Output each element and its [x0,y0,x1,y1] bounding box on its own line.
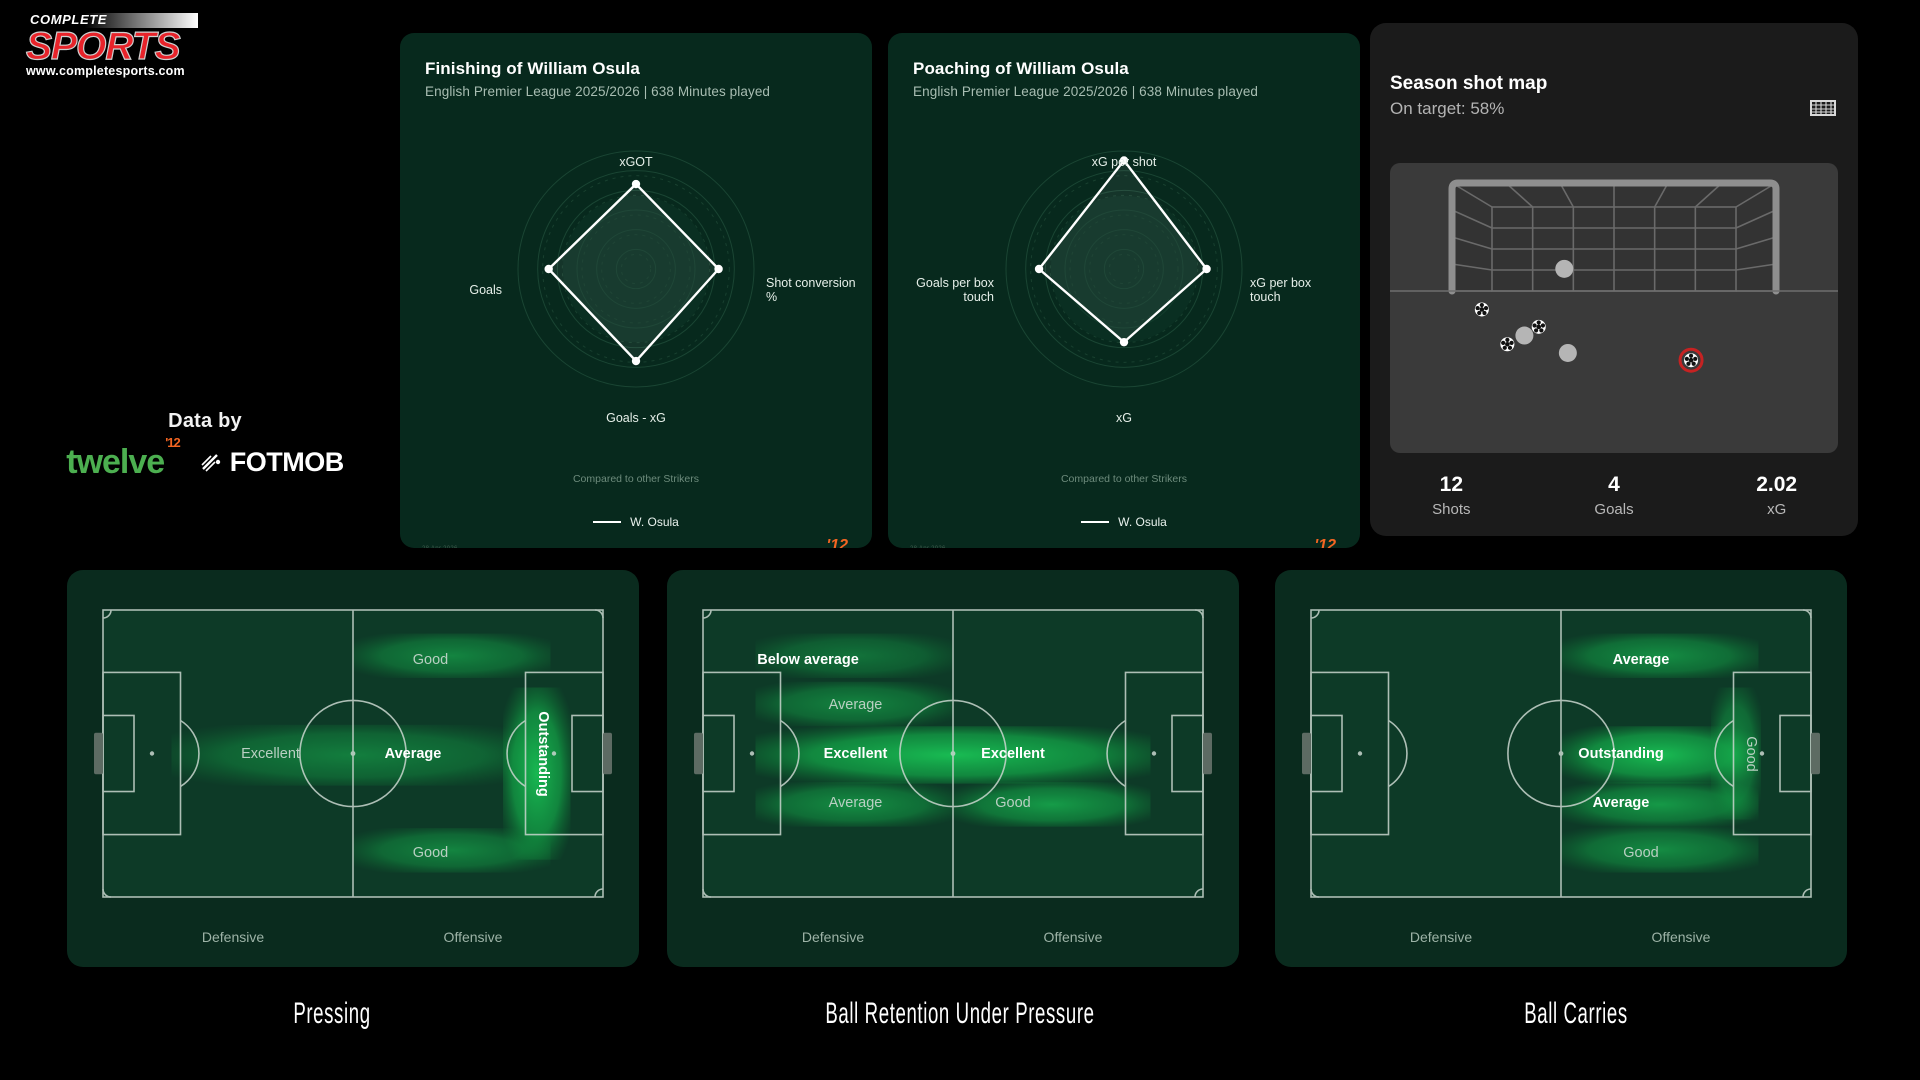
legend-player-name: W. Osula [630,515,679,529]
pitch-zone-label: Average [828,794,883,811]
shot-map-stats: 12 Shots 4 Goals 2.02 xG [1370,473,1858,518]
shot-marker [1531,319,1546,334]
pitch-zone-label: Good [1623,844,1659,861]
season-shot-map-card: Season shot map On target: 58% 12 Shots … [1370,23,1858,536]
complete-sports-logo: COMPLETE SPORTS www.completesports.com [25,12,226,82]
radar-axis-label-top: xGOT [619,155,653,169]
twelve-superscript: '12 [165,434,181,450]
data-attribution: Data by twelve'12 FOTMOB [66,410,344,479]
data-by-label: Data by [168,410,242,432]
pitch-offensive-label: Offensive [1043,929,1103,945]
twelve-wordmark: twelve [66,443,165,481]
stat-value: 2.02 [1756,473,1798,496]
fotmob-wordmark: FOTMOB [229,446,344,477]
pitch-zone-label: Excellent [981,745,1045,762]
logo-website-url: www.completesports.com [26,64,185,78]
pitch-svg [694,609,1212,898]
radar-axis-label-right: xG per box touch [1250,276,1312,305]
radar-title: Poaching of William Osula [913,59,1129,78]
radar-axis-label-top: xG per shot [1091,155,1157,169]
radar-title: Finishing of William Osula [425,59,640,78]
shot-marker [1555,259,1574,278]
pitch-svg [94,609,612,898]
pitch-zone-label: Good [412,844,449,861]
pitch-zone-label: Good [412,652,449,669]
radar-axis-label-left: Goals per box touch [916,276,994,305]
data-provider-logos: twelve'12 FOTMOB [66,436,344,479]
pitch-card-ball-retention: Below average Average Excellent Excellent Av… [667,570,1239,967]
radar-chart-area [888,119,1360,449]
radar-chart-area [400,119,872,449]
fotmob-mark-icon [201,454,220,472]
radar-date-stamp: 28 Apr 2026 [422,546,458,548]
pitch-zone-label: Good [995,794,1031,811]
twelve-badge: '12 [826,537,848,548]
radar-axis-label-bottom: Goals - xG [606,411,666,425]
pitch-zone-label: Average [384,745,442,762]
radar-footer-note: Compared to other Strikers [1060,473,1188,485]
radar-subtitle: English Premier League 2025/2026 | 638 M… [425,84,771,99]
pitch-card-pressing: Good Excellent Average Outstanding Good Defen… [67,570,639,967]
stat-xg: 2.02 xG [1695,473,1858,518]
shot-marker [1500,337,1515,352]
stat-label: Shots [1432,501,1471,518]
pitch-offensive-label: Offensive [443,929,503,945]
shot-marker [1558,343,1577,362]
radar-legend: W. Osula [888,515,1360,529]
radar-axis-label-bottom: xG [1116,411,1132,425]
caption-ball-retention: Ball Retention Under Pressure [825,997,1095,1030]
logo-gradient-bar [26,13,198,28]
pitch-zone-label: Average [828,696,883,713]
radar-footer-note: Compared to other Strikers [572,473,700,485]
goal-net-icon [1810,99,1836,122]
radar-axis-label-right: Shot conversion % [766,276,856,305]
pitch-defensive-label: Defensive [801,929,865,945]
stat-value: 4 [1608,473,1620,496]
stat-value: 12 [1439,473,1464,496]
fotmob-logo: FOTMOB [201,447,344,478]
pitch-zone-label: Average [1612,652,1670,669]
shot-marker [1678,347,1704,373]
radar-card-poaching: Poaching of William Osula English Premie… [888,33,1360,548]
radar-card-finishing: Finishing of William Osula English Premi… [400,33,872,548]
legend-player-name: W. Osula [1118,515,1167,529]
goal-shot-map-svg [1390,179,1838,373]
pitch-zone-label: Outstanding [1578,745,1664,762]
pitch-card-ball-carries: Average Outstanding Good Average Good Defensi… [1275,570,1847,967]
stat-shots: 12 Shots [1370,473,1533,518]
pitch-defensive-label: Defensive [201,929,265,945]
pitch-defensive-label: Defensive [1409,929,1473,945]
shot-marker [1474,302,1489,317]
pitch-offensive-label: Offensive [1651,929,1711,945]
pitch-zone-label: Below average [757,652,859,669]
radar-legend: W. Osula [400,515,872,529]
pitch-zone-label: Average [1592,794,1650,811]
pitch-zone-label: Good [1743,735,1759,772]
twelve-logo: twelve'12 [66,436,180,481]
pitch-svg [1302,609,1820,898]
logo-complete-text: COMPLETE [30,12,108,27]
logo-sports-text: SPORTS [25,25,181,68]
radar-axis-label-left: Goals [469,283,502,297]
radar-svg [517,150,755,388]
pitch-zone-label: Excellent [241,745,300,762]
stat-label: Goals [1594,501,1634,518]
logo-top-row: COMPLETE [26,12,226,29]
legend-line-swatch [1081,521,1110,523]
shot-marker [1515,326,1534,345]
caption-pressing: Pressing [293,997,371,1030]
radar-date-stamp: 28 Apr 2026 [910,546,946,548]
stat-goals: 4 Goals [1533,473,1696,518]
shot-map-goal-graphic [1390,163,1838,453]
radar-svg [1005,150,1243,388]
caption-ball-carries: Ball Carries [1524,997,1628,1030]
twelve-badge: '12 [1314,537,1336,548]
radar-subtitle: English Premier League 2025/2026 | 638 M… [913,84,1259,99]
shot-map-title: Season shot map [1390,73,1548,94]
legend-line-swatch [593,521,622,523]
pitch-zone-label: Excellent [823,745,888,762]
shot-map-subtitle: On target: 58% [1390,99,1505,118]
pitch-zone-label: Outstanding [535,710,551,797]
stat-label: xG [1767,501,1787,518]
